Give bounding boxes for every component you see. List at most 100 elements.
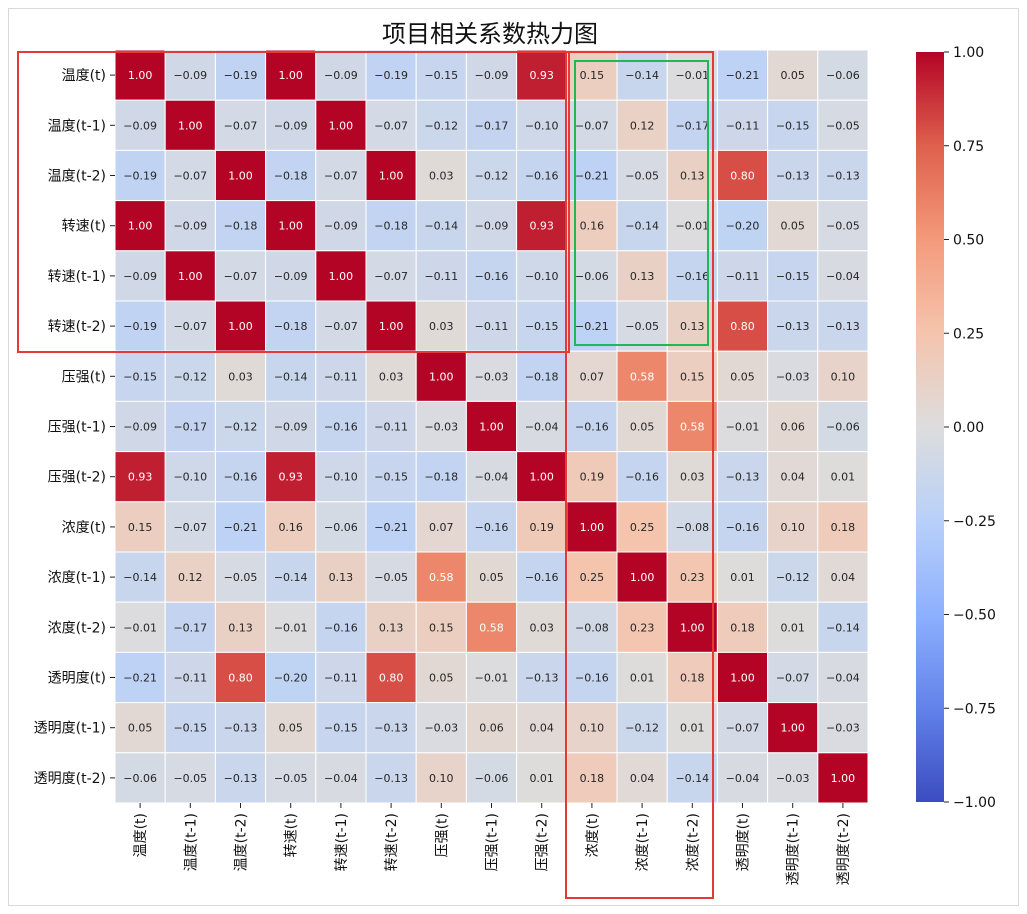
heatmap-cell: [666, 501, 718, 553]
cell-value-label: −0.03: [826, 722, 860, 735]
cell-value-label: −0.07: [324, 320, 358, 333]
cell-value-label: 1.00: [278, 220, 303, 233]
cell-value-label: −0.09: [274, 119, 308, 132]
cell-value-label: −0.09: [173, 220, 207, 233]
cell-value-label: 0.93: [529, 220, 554, 233]
y-tick-label: 温度(t-1): [48, 118, 106, 134]
cell-value-label: −0.05: [826, 220, 860, 233]
cell-value-label: 0.16: [580, 220, 605, 233]
cell-value-label: 0.19: [529, 521, 554, 534]
cell-value-label: 0.05: [128, 722, 153, 735]
cell-value-label: −0.18: [525, 370, 559, 383]
heatmap-cell: [114, 300, 166, 352]
figure-frame: [8, 8, 1019, 906]
cell-value-label: 0.06: [780, 421, 805, 434]
heatmap-cell: [214, 200, 267, 252]
cell-value-label: −0.08: [675, 521, 709, 534]
cell-value-label: 0.23: [680, 571, 705, 584]
heatmap-cell: [817, 200, 869, 252]
cell-value-label: −0.11: [726, 270, 760, 283]
cell-value-label: −0.01: [675, 69, 709, 82]
cell-value-label: −0.14: [675, 772, 709, 785]
cell-value-label: 1.00: [178, 270, 203, 283]
cell-value-label: 1.00: [429, 370, 454, 383]
heatmap-cell: [465, 149, 518, 202]
cell-value-label: −0.11: [424, 270, 458, 283]
cell-value-label: −0.11: [173, 672, 207, 685]
heatmap-cell: [616, 350, 668, 402]
cell-value-label: −0.16: [625, 471, 659, 484]
cell-value-label: −0.03: [776, 772, 810, 785]
heatmap-cell: [465, 250, 518, 302]
cell-value-label: −0.14: [826, 621, 860, 634]
highlight-box: [17, 51, 570, 353]
cell-value-label: −0.19: [374, 69, 408, 82]
heatmap-cell: [817, 551, 869, 603]
cell-value-label: −0.05: [173, 772, 207, 785]
cell-value-label: 0.10: [831, 370, 856, 383]
colorbar-tick-label: 0.50: [953, 233, 984, 249]
heatmap-cell: [114, 551, 166, 603]
cell-value-label: −0.13: [224, 722, 258, 735]
x-tick-label: 温度(t): [133, 813, 149, 857]
cell-value-label: 0.05: [429, 672, 454, 685]
heatmap-cell: [767, 752, 819, 804]
heatmap-cell: [817, 250, 869, 302]
y-tick-label: 压强(t-1): [48, 420, 106, 436]
cell-value-label: 0.13: [680, 170, 705, 183]
x-tick-labels: 温度(t) 温度(t-1) 温度(t-2) 转速(t) 转速(t-1) 转速(t-2) 压强…: [133, 803, 852, 885]
heatmap-cell: [415, 350, 467, 402]
heatmap-cell: [666, 651, 718, 704]
cell-value-label: 0.18: [580, 772, 605, 785]
cell-value-label: −0.09: [324, 220, 358, 233]
heatmap-cell: [817, 651, 869, 704]
cell-value-label: −0.04: [826, 672, 860, 685]
cell-value-label: −0.09: [475, 220, 509, 233]
cell-value-label: −0.13: [726, 471, 760, 484]
cell-value-label: −0.17: [675, 119, 709, 132]
cell-value-label: −0.21: [726, 69, 760, 82]
highlight-box: [574, 60, 709, 346]
x-tick-label: 转速(t-2): [384, 813, 400, 871]
x-tick-label: 压强(t): [434, 813, 450, 857]
cell-value-label: 1.00: [379, 320, 404, 333]
heatmap-cell: [214, 451, 267, 503]
heatmap-cell: [415, 49, 467, 101]
y-tick-label: 转速(t-2): [48, 319, 106, 335]
heatmap-cell: [616, 300, 668, 352]
heatmap-cell: [365, 752, 417, 804]
cell-value-label: −0.09: [274, 421, 308, 434]
cell-value-label: −0.04: [826, 270, 860, 283]
cell-value-label: −0.14: [274, 571, 308, 584]
cell-value-label: −0.13: [525, 672, 559, 685]
heatmap-cell: [817, 99, 869, 151]
cell-value-label: −0.08: [575, 621, 609, 634]
heatmap-cell: [566, 451, 618, 503]
cell-value-label: 0.04: [780, 471, 805, 484]
heatmap-cell: [716, 99, 769, 151]
cell-value-label: 0.15: [680, 370, 705, 383]
cell-value-label: −0.14: [274, 370, 308, 383]
cell-value-label: 1.00: [630, 571, 655, 584]
heatmap-cell: [716, 350, 769, 402]
heatmap-cell: [365, 551, 417, 603]
heatmap-cell: [415, 400, 467, 453]
cell-value-label: 0.23: [630, 621, 655, 634]
x-tick-label: 透明度(t-2): [836, 813, 852, 885]
heatmap-cell: [767, 651, 819, 704]
cell-value-label: −0.14: [625, 220, 659, 233]
x-tick-label: 压强(t-2): [535, 813, 551, 871]
cell-value-label: −0.09: [123, 119, 157, 132]
cell-value-label: 0.03: [529, 621, 554, 634]
cell-value-label: −0.04: [726, 772, 760, 785]
cell-value-label: 0.01: [780, 621, 805, 634]
cell-value-label: −0.09: [123, 421, 157, 434]
cell-value-label: −0.06: [826, 69, 860, 82]
heatmap-cell: [365, 99, 417, 151]
heatmap-cell: [817, 501, 869, 553]
heatmap-cell: [716, 400, 769, 453]
cell-value-label: −0.16: [525, 170, 559, 183]
x-tick-label: 温度(t-2): [234, 813, 250, 871]
heatmap-cell: [716, 200, 769, 252]
